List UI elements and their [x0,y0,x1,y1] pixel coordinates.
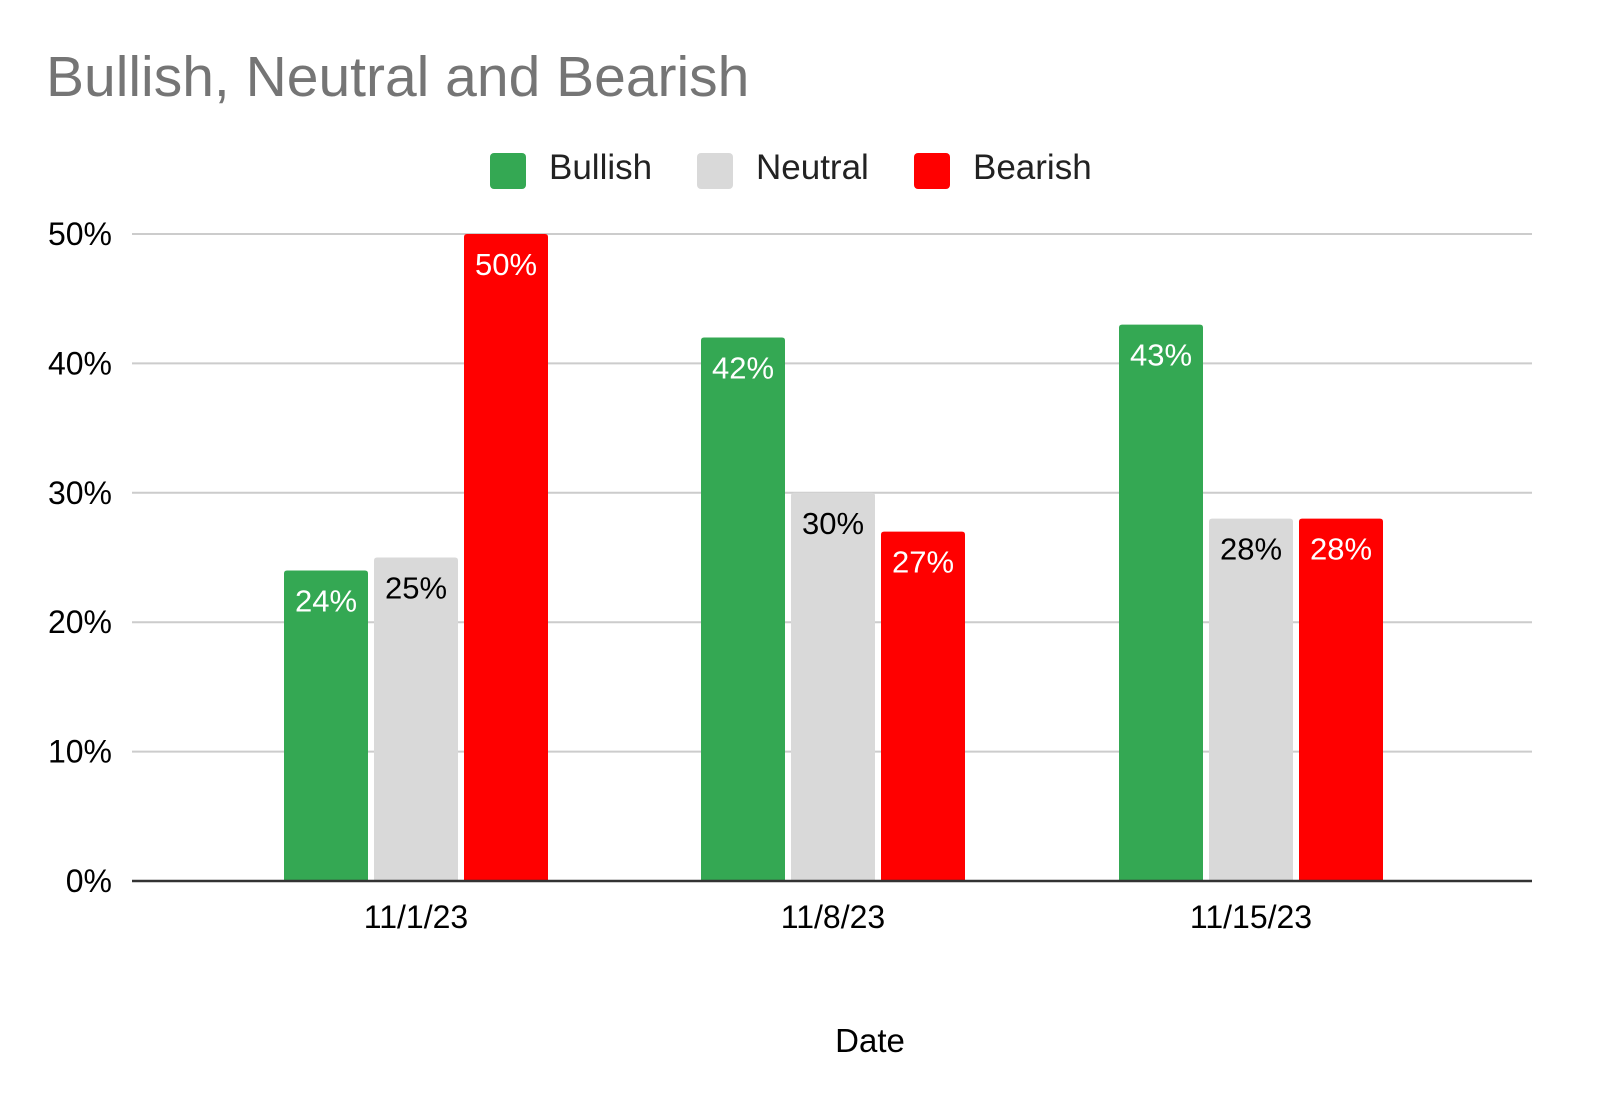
y-tick-label: 50% [48,216,112,252]
y-tick-label: 10% [48,734,112,770]
data-label-neutral: 30% [802,506,864,541]
legend: Bullish Neutral Bearish [0,140,1622,200]
y-axis-tick-labels: 0% 10% 20% 30% 40% 50% [48,216,112,899]
bar-bullish[interactable] [1119,324,1203,882]
data-label-bullish: 43% [1130,338,1192,373]
bar-neutral[interactable] [1209,518,1293,881]
data-label-neutral: 28% [1220,532,1282,567]
bar-bearish[interactable] [1299,518,1383,881]
legend-swatch-neutral [697,153,733,189]
bar-bullish[interactable] [284,570,368,881]
bar-bearish[interactable] [464,234,548,881]
data-label-bullish: 42% [712,351,774,386]
data-label-bearish: 50% [475,247,537,282]
data-label-bullish: 24% [295,583,357,618]
x-tick-label: 11/1/23 [364,899,468,935]
legend-label-neutral: Neutral [756,148,869,187]
x-tick-label: 11/8/23 [781,899,885,935]
data-labels: 24% 25% 50% 42% 30% 27% 43% 28% 28% [295,247,1372,618]
y-tick-label: 30% [48,475,112,511]
x-axis-tick-labels: 11/1/23 11/8/23 11/15/23 [364,899,1312,935]
legend-swatch-bullish [490,153,526,189]
chart-title: Bullish, Neutral and Bearish [46,45,750,109]
legend-swatch-bearish [914,153,950,189]
bar-bearish[interactable] [881,531,965,881]
x-tick-label: 11/15/23 [1190,899,1312,935]
y-tick-label: 0% [66,863,112,899]
y-tick-label: 40% [48,345,112,381]
x-axis-label: Date [835,1022,905,1059]
bar-neutral[interactable] [791,492,875,881]
data-label-bearish: 28% [1310,532,1372,567]
data-label-bearish: 27% [892,545,954,580]
bar-bullish[interactable] [701,337,785,881]
bar-neutral[interactable] [374,557,458,882]
legend-label-bullish: Bullish [549,148,653,187]
bars [284,234,1383,882]
data-label-neutral: 25% [385,571,447,606]
legend-label-bearish: Bearish [973,148,1092,187]
y-tick-label: 20% [48,604,112,640]
